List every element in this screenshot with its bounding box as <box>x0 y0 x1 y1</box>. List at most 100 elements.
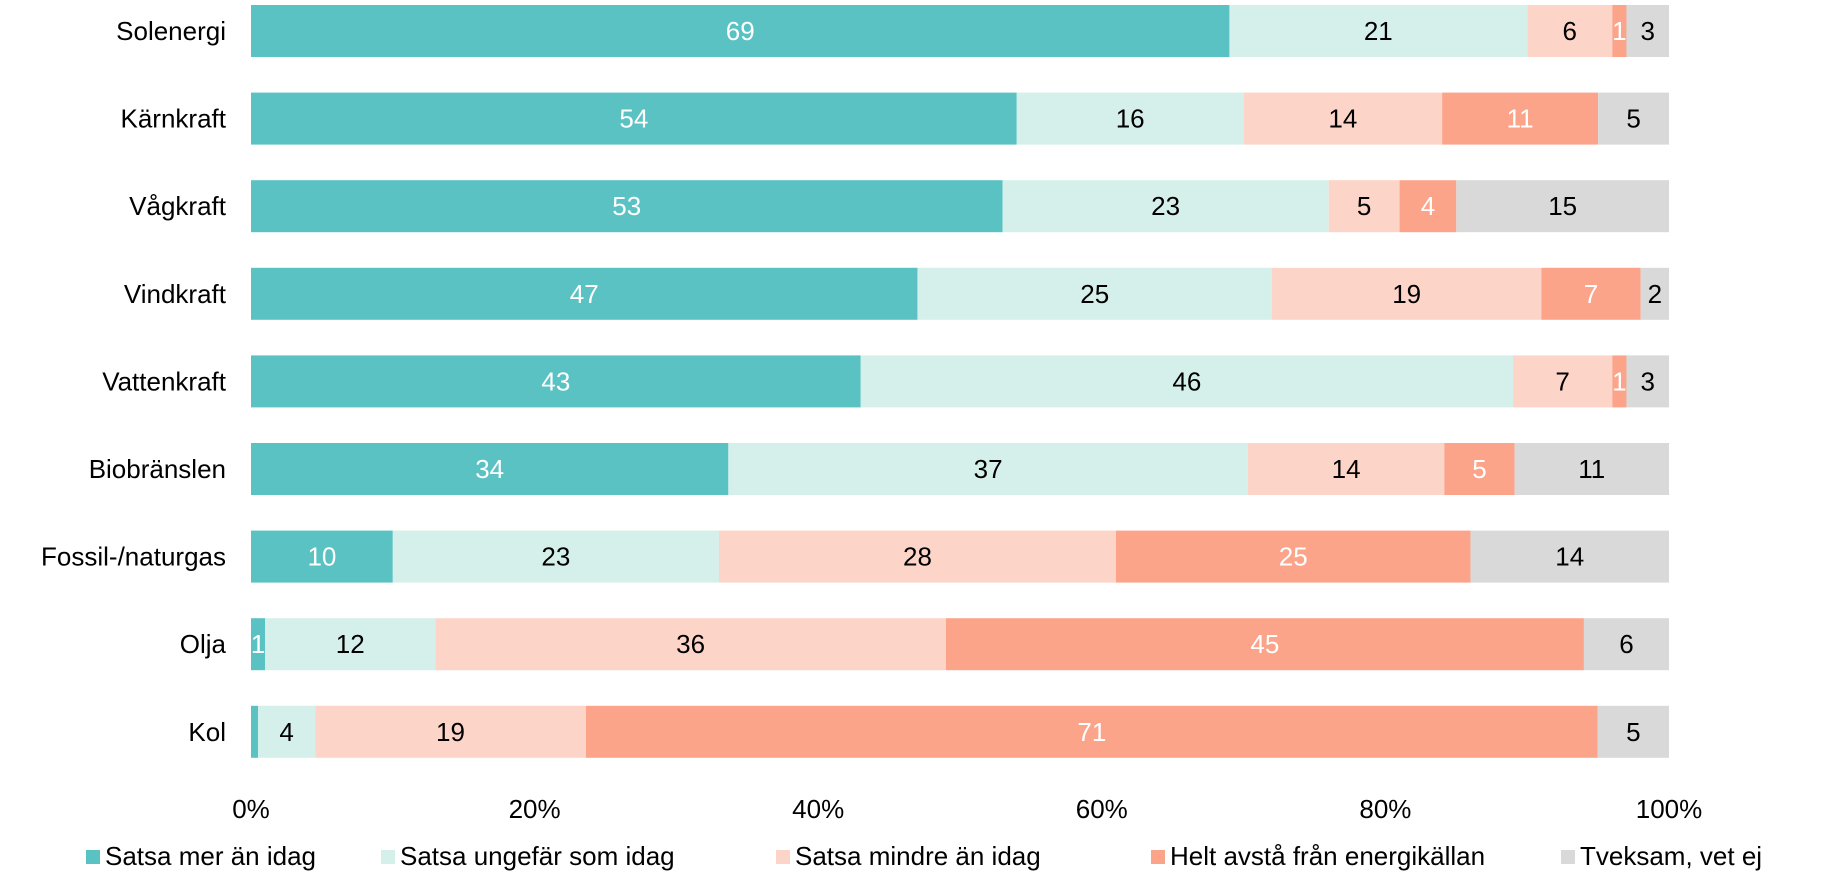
data-label: 11 <box>1578 454 1605 484</box>
bar-segment <box>945 618 1584 671</box>
legend-swatch <box>776 850 790 864</box>
data-label: 14 <box>1555 542 1584 572</box>
data-label: 19 <box>1392 279 1421 309</box>
bar-segment <box>1115 530 1471 583</box>
data-label: 23 <box>541 542 570 572</box>
category-label: Fossil-/naturgas <box>41 542 226 572</box>
data-label: 5 <box>1626 717 1640 747</box>
bar-segment <box>435 618 946 671</box>
bar-segment <box>251 705 259 758</box>
bar-segment <box>1598 92 1669 145</box>
bar-segment <box>1243 92 1443 145</box>
x-tick-label: 0% <box>232 794 270 824</box>
category-label: Solenergi <box>116 16 226 46</box>
data-label: 15 <box>1548 191 1577 221</box>
data-label: 69 <box>726 16 755 46</box>
x-tick-label: 100% <box>1636 794 1703 824</box>
data-label: 28 <box>903 542 932 572</box>
data-label: 19 <box>436 717 465 747</box>
category-label: Vågkraft <box>129 191 227 221</box>
bar-segment <box>251 618 266 671</box>
data-label: 6 <box>1563 16 1577 46</box>
data-label: 37 <box>974 454 1003 484</box>
x-tick-label: 20% <box>509 794 561 824</box>
data-label: 1 <box>1612 366 1626 396</box>
bar-segment <box>718 530 1116 583</box>
legend-label: Tveksam, vet ej <box>1580 841 1762 871</box>
legend-label: Satsa mindre än idag <box>795 841 1041 871</box>
category-label: Kol <box>188 717 226 747</box>
data-label: 25 <box>1080 279 1109 309</box>
data-label: 10 <box>307 542 336 572</box>
bar-segment <box>1470 530 1669 583</box>
data-label: 21 <box>1364 16 1393 46</box>
bar-segment <box>1002 180 1329 233</box>
data-label: 4 <box>279 717 293 747</box>
data-label: 36 <box>676 629 705 659</box>
bar-segment <box>1442 92 1599 145</box>
bar-segment <box>1626 5 1669 57</box>
bar-segment <box>251 443 729 495</box>
bar-segment <box>1513 355 1613 408</box>
legend-swatch <box>86 850 100 864</box>
bar-segment <box>392 530 719 583</box>
data-label: 16 <box>1116 104 1145 134</box>
data-label: 47 <box>570 279 599 309</box>
bar-segment <box>251 92 1017 145</box>
data-label: 2 <box>1648 279 1662 309</box>
x-tick-label: 80% <box>1359 794 1411 824</box>
data-label: 43 <box>541 366 570 396</box>
data-label: 45 <box>1250 629 1279 659</box>
data-label: 25 <box>1279 542 1308 572</box>
legend-swatch <box>381 850 395 864</box>
category-label: Olja <box>180 629 227 659</box>
data-label: 54 <box>619 104 648 134</box>
bar-segment <box>585 705 1598 758</box>
data-label: 7 <box>1555 366 1569 396</box>
bar-segment <box>1514 443 1669 495</box>
legend-label: Satsa mer än idag <box>105 841 316 871</box>
data-label: 3 <box>1640 366 1654 396</box>
bar-segment <box>315 705 586 758</box>
data-label: 7 <box>1584 279 1598 309</box>
bar-segment <box>251 355 861 408</box>
bar-segment <box>251 180 1003 233</box>
category-label: Vindkraft <box>124 279 227 309</box>
bar-segment <box>917 267 1272 320</box>
data-label: 1 <box>251 629 265 659</box>
x-tick-label: 40% <box>792 794 844 824</box>
data-label: 4 <box>1421 191 1435 221</box>
legend-swatch <box>1561 850 1575 864</box>
data-label: 11 <box>1507 104 1534 134</box>
data-label: 23 <box>1151 191 1180 221</box>
bar-segment <box>1399 180 1457 233</box>
data-label: 71 <box>1077 717 1106 747</box>
bar-segment <box>728 443 1248 495</box>
bar-segment <box>1612 5 1627 57</box>
bar-segment <box>1247 443 1445 495</box>
bar-segment <box>1229 5 1528 57</box>
bar-segment <box>1541 267 1641 320</box>
data-label: 14 <box>1328 104 1357 134</box>
legend-label: Helt avstå från energikällan <box>1170 841 1485 871</box>
bar-segment <box>1016 92 1244 145</box>
bar-segment <box>265 618 436 671</box>
bar-segment <box>860 355 1514 408</box>
bar-segment <box>251 530 393 583</box>
legend: Satsa mer än idag Satsa ungefär som idag S… <box>86 841 1762 871</box>
data-label: 5 <box>1357 191 1371 221</box>
data-label: 53 <box>612 191 641 221</box>
bar-segment <box>251 267 918 320</box>
bar-segment <box>1444 443 1515 495</box>
legend-label: Satsa ungefär som idag <box>400 841 675 871</box>
bar-segment <box>1640 267 1669 320</box>
bar-segment <box>1328 180 1400 233</box>
bar-segment <box>1456 180 1669 233</box>
bar-segment <box>1271 267 1542 320</box>
bar-segment <box>1583 618 1669 671</box>
bar-segment <box>1626 355 1669 408</box>
legend-swatch <box>1151 850 1165 864</box>
data-label: 12 <box>336 629 365 659</box>
